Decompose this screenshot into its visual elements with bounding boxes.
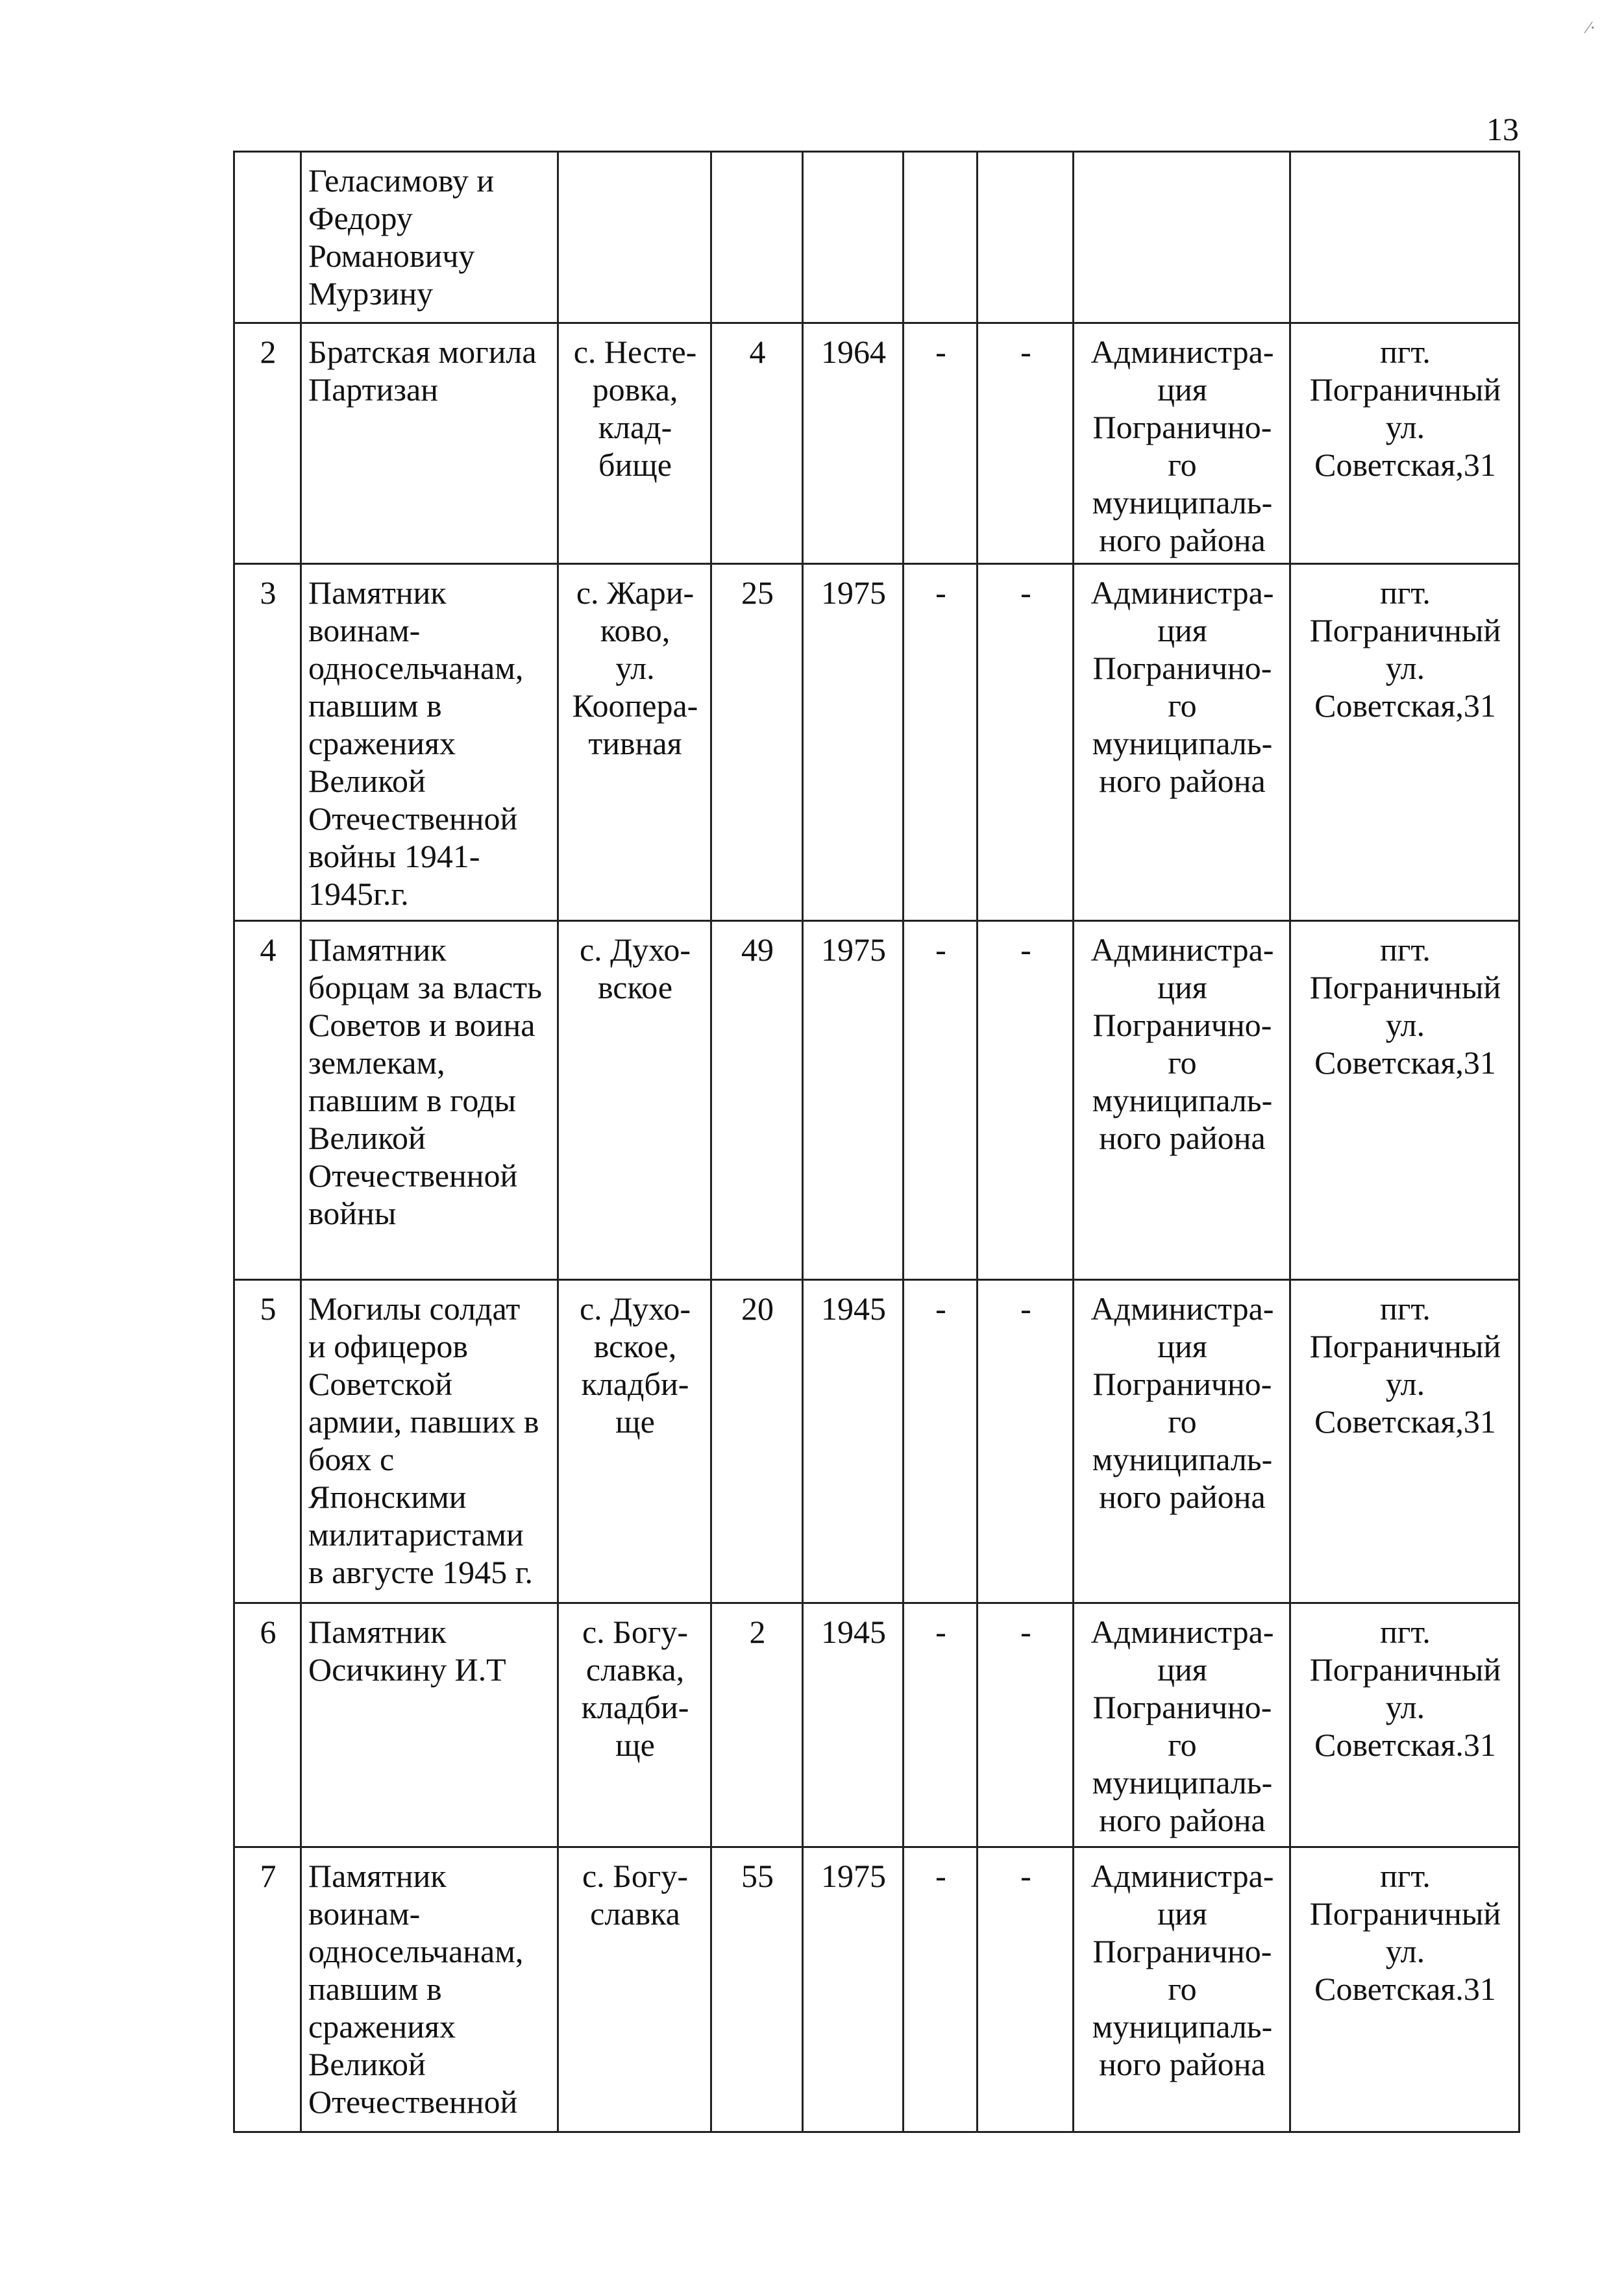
memorials-table: Геласимову и Федору Романовичу Мурзину 2 Б… [233,151,1520,2133]
year-cell: 1964 [802,322,904,565]
memorial-name-cell: Памятник воинам- односельчанам, павшим в… [300,1846,559,2133]
location-cell [557,151,712,324]
column-6-cell: - [902,1279,978,1604]
row-number-cell: 5 [233,1279,302,1604]
column-7-cell [976,151,1074,324]
memorial-name-cell: Памятник воинам- односельчанам, павшим в… [300,563,559,922]
column-6-cell [902,151,978,324]
table-row: 3 Памятник воинам- односельчанам, павшим … [233,563,1520,922]
memorial-name-cell: Могилы солдат и офицеров Советской армии… [300,1279,559,1604]
column-6-cell: - [902,322,978,565]
table-row: 6 Памятник Осичкину И.Т с. Богу- славка, к… [233,1602,1520,1848]
owner-address-cell: пгт. Пограничный ул. Советская,31 [1289,322,1520,565]
memorial-name-cell: Братская могила Партизан [300,322,559,565]
row-number-cell: 6 [233,1602,302,1848]
owner-address-cell: пгт. Пограничный ул. Советская.31 [1289,1602,1520,1848]
owner-address-cell: пгт. Пограничный ул. Советская,31 [1289,920,1520,1281]
column-7-cell: - [976,1279,1074,1604]
row-number-cell: 2 [233,322,302,565]
owner-cell: Администра- ция Погранично- го муниципал… [1072,1279,1291,1604]
buried-count-cell: 55 [710,1846,804,2133]
column-7-cell: - [976,1846,1074,2133]
table-row: 2 Братская могила Партизан с. Несте- ровка… [233,322,1520,565]
owner-address-cell: пгт. Пограничный ул. Советская.31 [1289,1846,1520,2133]
column-7-cell: - [976,1602,1074,1848]
column-6-cell: - [902,920,978,1281]
buried-count-cell: 20 [710,1279,804,1604]
column-7-cell: - [976,322,1074,565]
scan-mark: ⁄· [1587,18,1595,37]
row-number-cell: 4 [233,920,302,1281]
memorial-name-cell: Геласимову и Федору Романовичу Мурзину [300,151,559,324]
year-cell [802,151,904,324]
row-number-cell [233,151,302,324]
column-7-cell: - [976,563,1074,922]
table-row: 7 Памятник воинам- односельчанам, павшим … [233,1846,1520,2133]
owner-cell: Администра- ция Погранично- го муниципал… [1072,920,1291,1281]
owner-address-cell: пгт. Пограничный ул. Советская,31 [1289,1279,1520,1604]
buried-count-cell: 25 [710,563,804,922]
column-7-cell: - [976,920,1074,1281]
owner-address-cell [1289,151,1520,324]
column-6-cell: - [902,1846,978,2133]
buried-count-cell [710,151,804,324]
year-cell: 1945 [802,1279,904,1604]
page-number: 13 [1486,111,1519,147]
location-cell: с. Жари- ково, ул. Коопера- тивная [557,563,712,922]
year-cell: 1975 [802,563,904,922]
owner-address-cell: пгт. Пограничный ул. Советская,31 [1289,563,1520,922]
memorial-name-cell: Памятник Осичкину И.Т [300,1602,559,1848]
location-cell: с. Духо- вское [557,920,712,1281]
owner-cell: Администра- ция Погранично- го муниципал… [1072,1846,1291,2133]
row-number-cell: 3 [233,563,302,922]
memorial-name-cell: Памятник борцам за власть Советов и воин… [300,920,559,1281]
year-cell: 1975 [802,1846,904,2133]
buried-count-cell: 49 [710,920,804,1281]
column-6-cell: - [902,563,978,922]
location-cell: с. Несте- ровка, клад- бище [557,322,712,565]
buried-count-cell: 2 [710,1602,804,1848]
table-row: Геласимову и Федору Романовичу Мурзину [233,151,1520,324]
owner-cell: Администра- ция Погранично- го муниципал… [1072,1602,1291,1848]
table-row: 5 Могилы солдат и офицеров Советской арми… [233,1279,1520,1604]
location-cell: с. Духо- вское, кладби- ще [557,1279,712,1604]
owner-cell: Администра- ция Погранично- го муниципал… [1072,563,1291,922]
year-cell: 1975 [802,920,904,1281]
row-number-cell: 7 [233,1846,302,2133]
owner-cell: Администра- ция Погранично- го муниципал… [1072,322,1291,565]
location-cell: с. Богу- славка [557,1846,712,2133]
year-cell: 1945 [802,1602,904,1848]
location-cell: с. Богу- славка, кладби- ще [557,1602,712,1848]
buried-count-cell: 4 [710,322,804,565]
owner-cell [1072,151,1291,324]
table-row: 4 Памятник борцам за власть Советов и во… [233,920,1520,1281]
column-6-cell: - [902,1602,978,1848]
